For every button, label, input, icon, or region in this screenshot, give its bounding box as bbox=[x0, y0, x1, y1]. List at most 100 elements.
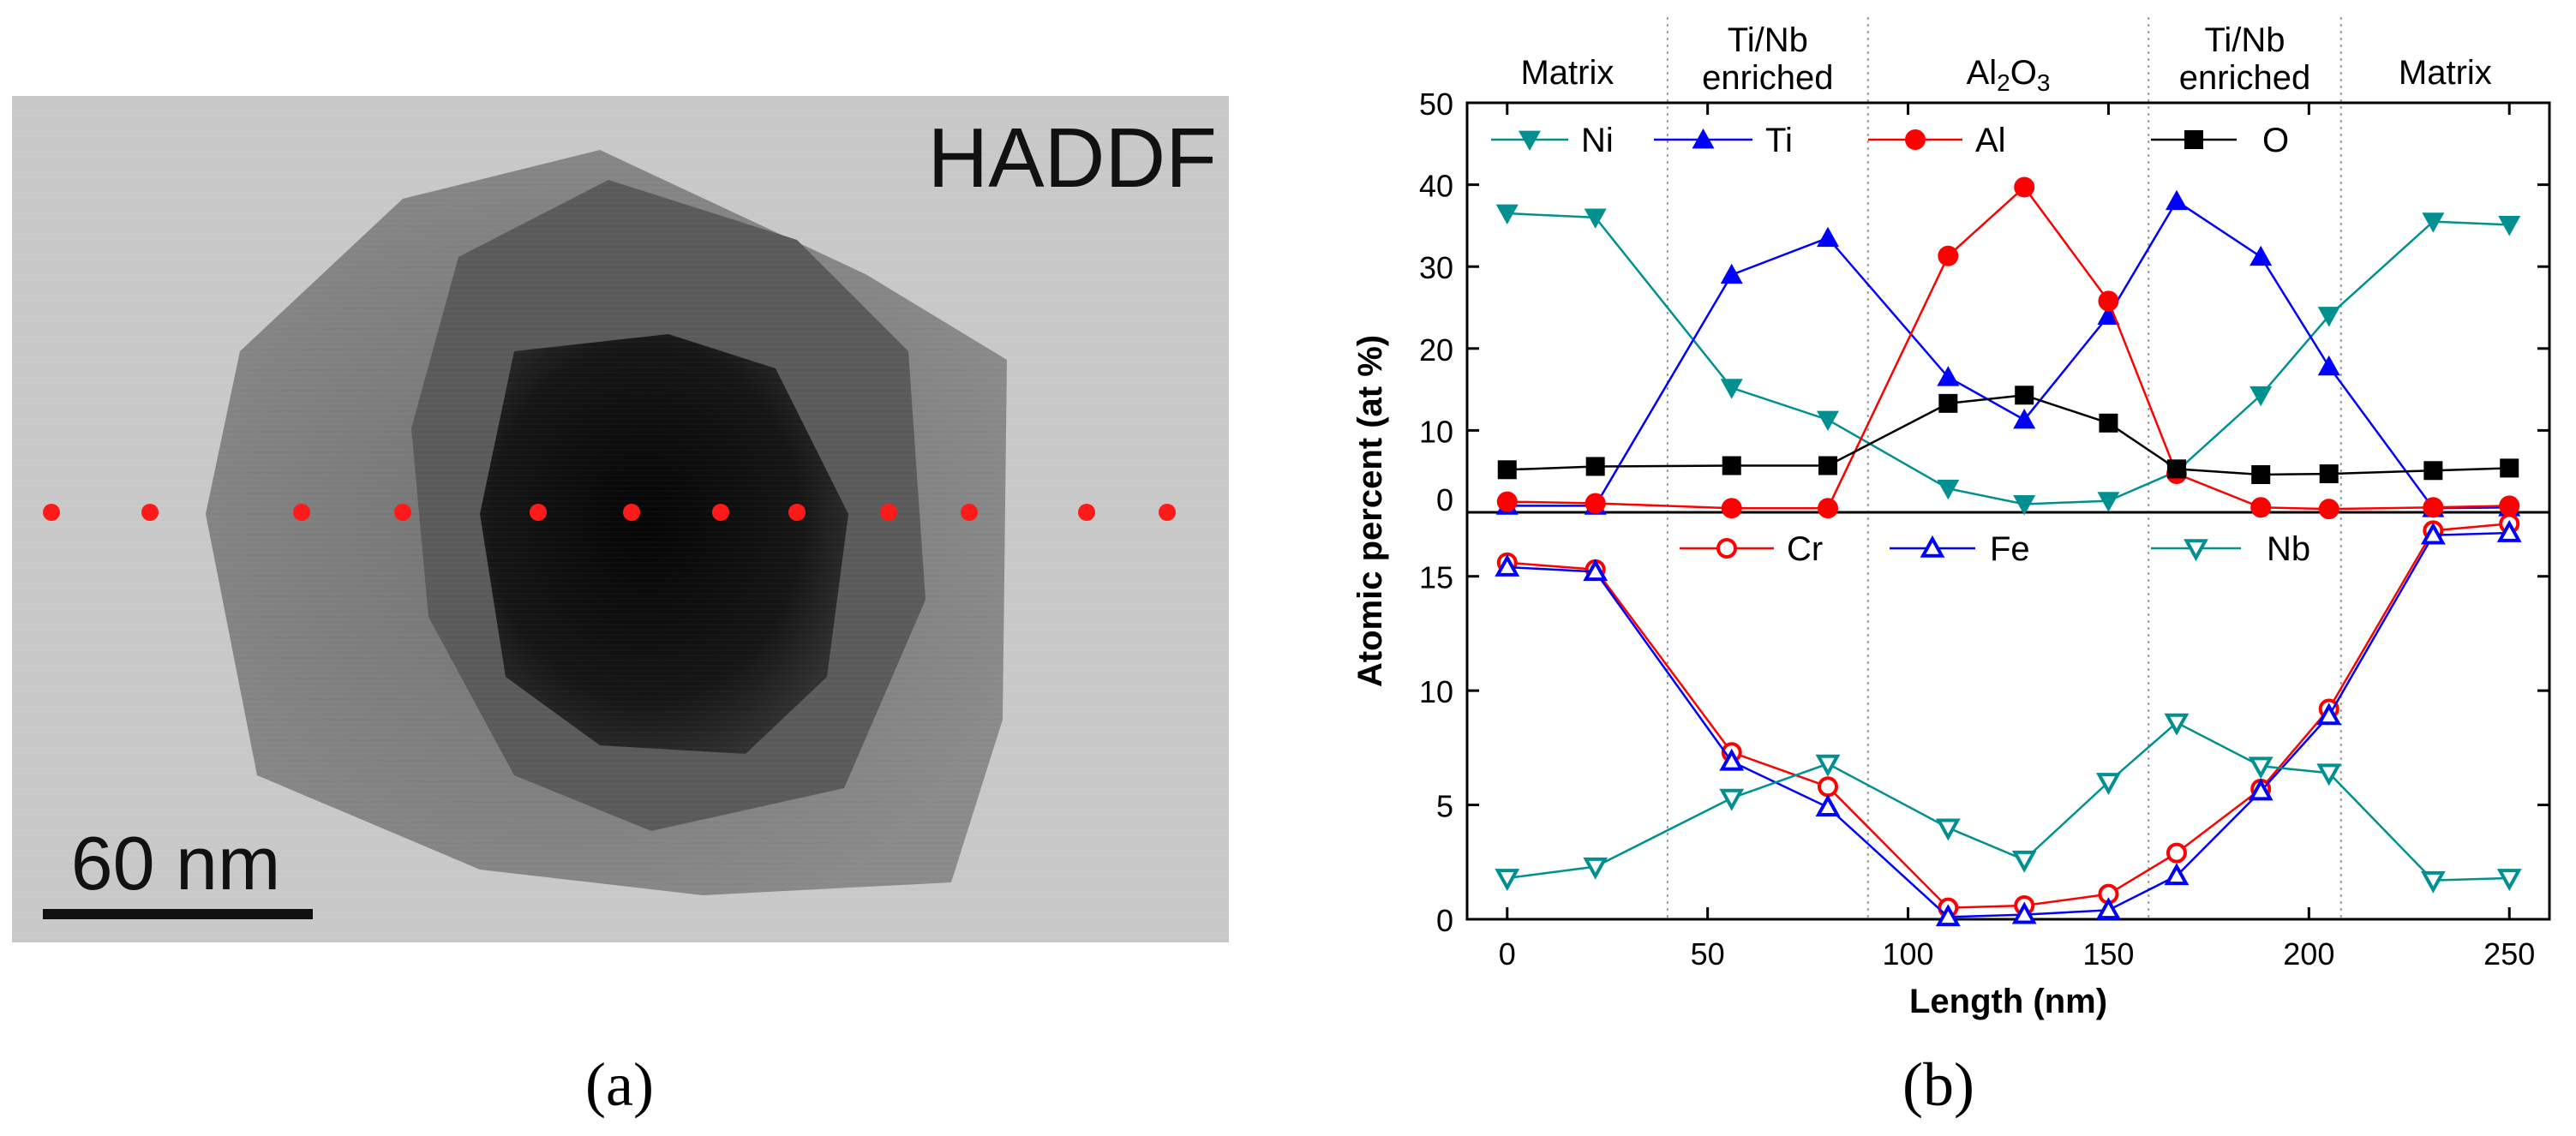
y-tick-label: 10 bbox=[1419, 414, 1453, 449]
data-point-o bbox=[1722, 456, 1741, 475]
data-point-al bbox=[2014, 176, 2035, 198]
data-point-nb bbox=[1935, 818, 1961, 841]
micrograph-panel: HADDF 60 nm bbox=[12, 96, 1229, 942]
series-cr bbox=[1496, 513, 2520, 918]
data-point-al bbox=[1818, 498, 1838, 519]
data-point-o bbox=[2251, 465, 2271, 485]
series-line-cr bbox=[1507, 523, 2510, 909]
legend-entry-ti: Ti bbox=[1654, 122, 1793, 159]
series-line-ni bbox=[1507, 212, 2510, 505]
scan-point-7 bbox=[712, 504, 729, 521]
data-point-o bbox=[2166, 459, 2186, 479]
scan-point-12 bbox=[1159, 504, 1176, 521]
legend-label: Ti bbox=[1765, 122, 1793, 159]
data-point-nb bbox=[2011, 850, 2037, 873]
data-point-ti bbox=[2250, 245, 2273, 266]
y-tick-label: 15 bbox=[1419, 560, 1453, 595]
data-point-nb bbox=[2096, 773, 2121, 796]
data-point-nb bbox=[1719, 788, 1745, 811]
legend-entry-o: O bbox=[2151, 122, 2289, 159]
data-point-ni bbox=[2317, 307, 2340, 327]
legend-entry-al: Al bbox=[1868, 122, 2006, 159]
region-label: Matrix bbox=[1520, 54, 1614, 92]
bottom-plot-frame bbox=[1465, 511, 2551, 921]
legend-label: Nb bbox=[2267, 530, 2310, 568]
legend-marker bbox=[1905, 129, 1926, 150]
x-tick-label: 50 bbox=[1691, 936, 1725, 972]
data-point-cr bbox=[2166, 842, 2187, 864]
y-tick-label: 30 bbox=[1419, 250, 1453, 285]
data-point-o bbox=[2500, 458, 2519, 478]
series-line-nb bbox=[1507, 721, 2510, 882]
legend-marker bbox=[1692, 129, 1715, 149]
scan-point-4 bbox=[394, 504, 411, 521]
legend-entry-fe: Fe bbox=[1890, 530, 2030, 568]
series-o bbox=[1497, 386, 2519, 485]
data-point-ni bbox=[1720, 379, 1743, 399]
data-point-al bbox=[2499, 495, 2520, 517]
data-point-al bbox=[2423, 497, 2444, 518]
data-point-o bbox=[2099, 413, 2118, 433]
chart-legends: Ni Ti Al O Cr Fe Nb bbox=[1491, 122, 2310, 568]
scan-point-11 bbox=[1078, 504, 1095, 521]
data-point-fe bbox=[2096, 897, 2121, 920]
data-point-o bbox=[2015, 386, 2034, 405]
data-point-ti bbox=[1937, 366, 1960, 386]
data-point-al bbox=[2250, 497, 2272, 518]
data-point-fe bbox=[1719, 748, 1745, 771]
legend-entry-ni: Ni bbox=[1491, 122, 1614, 159]
region-label: Matrix bbox=[2399, 54, 2492, 92]
scan-point-2 bbox=[141, 504, 159, 521]
data-point-nb bbox=[2496, 869, 2522, 892]
data-point-o bbox=[1818, 456, 1837, 475]
series-line-al bbox=[1507, 185, 2510, 511]
series-ni bbox=[1495, 204, 2521, 516]
legend-marker bbox=[1716, 538, 1737, 559]
haddf-label: HADDF bbox=[927, 111, 1217, 205]
data-point-nb bbox=[1495, 869, 1520, 892]
series-ti bbox=[1495, 189, 2521, 517]
data-point-ni bbox=[1817, 410, 1839, 431]
data-point-nb bbox=[1583, 857, 1609, 880]
series-al bbox=[1496, 176, 2520, 520]
data-point-al bbox=[2098, 290, 2119, 312]
scale-bar bbox=[43, 909, 313, 919]
series-fe bbox=[1495, 519, 2522, 927]
data-point-ni bbox=[1495, 204, 1519, 225]
data-point-ti bbox=[2097, 304, 2120, 325]
scan-point-1 bbox=[43, 504, 60, 521]
y-tick-label: 0 bbox=[1436, 482, 1453, 517]
y-tick-label: 50 bbox=[1419, 87, 1453, 122]
legend-marker bbox=[2184, 130, 2203, 149]
data-point-ni bbox=[2498, 216, 2521, 236]
scan-point-8 bbox=[788, 504, 806, 521]
panel-b-label: (b) bbox=[1902, 1050, 1974, 1119]
series-line-ti bbox=[1507, 199, 2510, 510]
data-point-fe bbox=[2420, 522, 2446, 545]
data-point-ni bbox=[2013, 495, 2036, 516]
y-tick-label: 20 bbox=[1419, 332, 1453, 368]
region-label: Ti/Nb enriched bbox=[1702, 21, 1833, 97]
y-tick-label: 0 bbox=[1436, 903, 1453, 938]
data-point-nb bbox=[2420, 870, 2446, 894]
region-label: Al2O3 bbox=[1967, 54, 2051, 96]
data-point-fe bbox=[1495, 553, 1520, 577]
legend-label: Ni bbox=[1581, 122, 1614, 159]
legend-marker bbox=[1920, 535, 1945, 558]
scan-point-9 bbox=[880, 504, 897, 521]
data-point-nb bbox=[2316, 763, 2342, 786]
y-tick-label: 40 bbox=[1419, 169, 1453, 204]
data-point-fe bbox=[2496, 519, 2522, 542]
x-tick-label: 0 bbox=[1499, 936, 1516, 972]
data-point-fe bbox=[1815, 794, 1841, 817]
scale-bar-label: 60 nm bbox=[71, 821, 281, 906]
data-point-cr bbox=[1818, 776, 1838, 798]
y-tick-label: 10 bbox=[1419, 674, 1453, 709]
data-point-fe bbox=[2164, 863, 2190, 886]
data-point-fe bbox=[1583, 559, 1609, 582]
data-point-al bbox=[1938, 245, 1959, 266]
legend-label: O bbox=[2262, 122, 2289, 159]
data-point-o bbox=[1497, 460, 1517, 480]
data-point-fe bbox=[2011, 901, 2037, 924]
data-point-o bbox=[1585, 457, 1605, 476]
